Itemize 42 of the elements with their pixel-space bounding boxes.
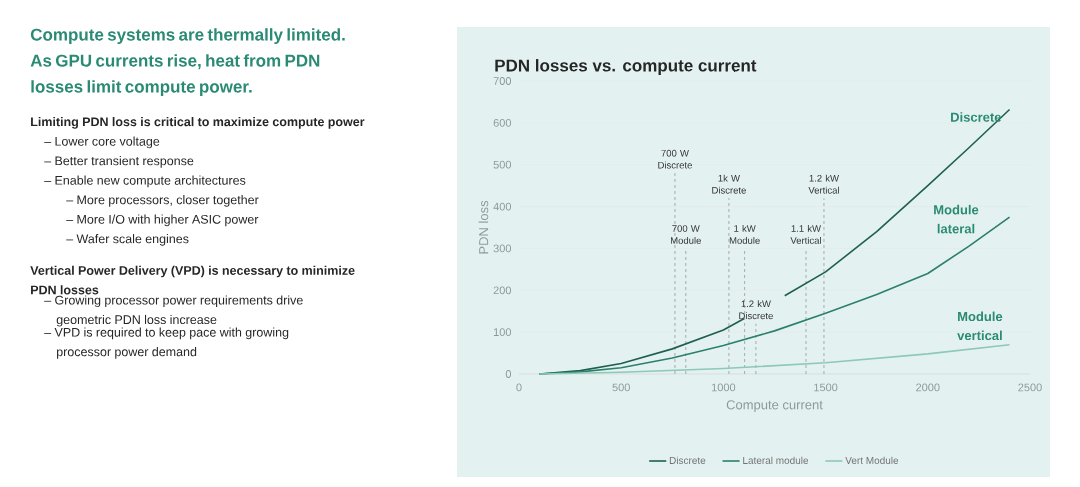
y-tick-label: 0 bbox=[505, 370, 512, 378]
ref-line-label: 1 kW Module bbox=[729, 224, 760, 244]
legend-label: Discrete bbox=[669, 456, 706, 464]
legend-label: Lateral module bbox=[743, 456, 809, 464]
annotation: Module lateral bbox=[934, 204, 979, 234]
legend-label: Vert Module bbox=[845, 456, 899, 464]
ref-line-label: 1.1 kW Vertical bbox=[790, 224, 821, 244]
text: – Better transient response bbox=[44, 156, 194, 168]
y-tick-label: 400 bbox=[493, 202, 512, 211]
y-axis-title: PDN loss bbox=[478, 200, 489, 254]
y-tick-label: 200 bbox=[493, 286, 512, 295]
annotation: Discrete bbox=[951, 112, 1002, 122]
text: Vertical Power Delivery (VPD) is necessary to minimize PDN losses bbox=[30, 265, 355, 295]
ref-line-label: 1.2 kW Vertical bbox=[808, 174, 839, 194]
x-tick-label: 0 bbox=[516, 383, 522, 392]
ref-line-label: 1.2 kW Discrete bbox=[739, 300, 773, 320]
y-tick-label: 600 bbox=[493, 118, 512, 127]
x-tick-label: 2000 bbox=[916, 383, 940, 392]
line-series bbox=[538, 343, 1011, 375]
text: – More I/O with higher ASIC power bbox=[66, 214, 259, 227]
y-tick-label: 300 bbox=[493, 244, 512, 253]
x-tick-label: 500 bbox=[612, 383, 630, 392]
text: Limiting PDN loss is critical to maximize compute power bbox=[31, 117, 365, 129]
text: – Growing processor power requirements drive geometric PDN loss increase bbox=[44, 295, 303, 327]
annotation: Module vertical bbox=[957, 311, 1003, 341]
x-axis-title: Compute current bbox=[726, 400, 823, 412]
ref-line-label: 700 W Discrete bbox=[658, 149, 692, 169]
text: Compute systems are thermally limited. As GPU currents rise, heat from PDN losses limit compute power. bbox=[30, 28, 345, 97]
x-tick-label: 1500 bbox=[814, 383, 838, 392]
y-tick-label: 700 bbox=[493, 77, 512, 85]
text: – Lower core voltage bbox=[44, 136, 160, 149]
chart-title: PDN losses vs. compute current bbox=[495, 59, 757, 75]
text: – VPD is required to keep pace with growing processor power demand bbox=[44, 327, 289, 359]
text: – More processors, closer together bbox=[66, 195, 259, 207]
x-tick-label: 2500 bbox=[1018, 383, 1042, 392]
y-tick-label: 100 bbox=[493, 328, 512, 337]
text: – Wafer scale engines bbox=[66, 234, 189, 246]
text: – Enable new compute architectures bbox=[44, 175, 246, 188]
x-tick-label: 1000 bbox=[712, 383, 736, 392]
ref-line-label: 1k W Discrete bbox=[712, 174, 746, 194]
ref-line-label: 700 W Module bbox=[671, 225, 701, 244]
y-tick-label: 500 bbox=[493, 160, 512, 169]
